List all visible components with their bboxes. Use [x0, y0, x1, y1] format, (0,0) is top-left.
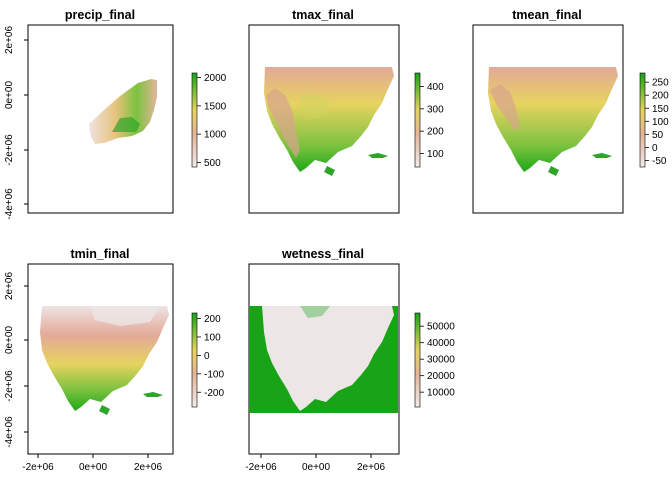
x-axis: -2e+06 0e+00 2e+06 — [22, 453, 163, 473]
y-axis: 2e+06 0e+00 -2e+06 -4e+06 — [4, 272, 29, 448]
legend-tick-label: -50 — [652, 156, 667, 167]
panel-title: tmax_final — [292, 8, 354, 22]
y-tick-label: 0e+00 — [4, 326, 15, 355]
legend-tick-label: 50 — [652, 130, 664, 141]
legend-tick-label: 100 — [652, 117, 669, 128]
x-tick-label: 2e+06 — [357, 462, 386, 473]
x-tick-label: 0e+00 — [79, 462, 108, 473]
x-tick-label: 2e+06 — [134, 462, 163, 473]
legend-tick-label: 250 — [652, 78, 669, 89]
legend-tick-label: 30000 — [427, 355, 455, 366]
y-axis: 2e+06 0e+00 -2e+06 -4e+06 — [4, 26, 29, 220]
legend-tick-label: 1000 — [204, 130, 227, 141]
legend-tick-label: 2000 — [204, 73, 227, 84]
raster-map-precip — [89, 79, 157, 144]
legend-tick-label: -100 — [204, 369, 224, 380]
y-tick-label: -4e+06 — [4, 188, 15, 220]
panel-tmax: tmax_final 400 300 200 100 — [248, 8, 444, 214]
legend-tmin: 200 100 0 -100 -200 — [191, 312, 224, 408]
legend-tick-label: 400 — [427, 82, 444, 93]
legend-tmax: 400 300 200 100 — [414, 72, 444, 168]
raster-map-tmean — [488, 67, 618, 176]
panel-tmin: tmin_final 2e+06 0e+00 -2e+06 -4e+06 -2e… — [4, 247, 224, 473]
legend-tick-label: 40000 — [427, 338, 455, 349]
panel-title: wetness_final — [281, 247, 364, 261]
y-tick-label: -2e+06 — [4, 134, 15, 166]
legend-tick-label: 0 — [652, 143, 658, 154]
legend-tick-label: 20000 — [427, 371, 455, 382]
colorbar — [414, 312, 421, 408]
legend-tick-label: 10000 — [427, 388, 455, 399]
legend-tick-label: 1500 — [204, 101, 227, 112]
y-tick-label: 2e+06 — [4, 26, 15, 55]
y-tick-label: 2e+06 — [4, 272, 15, 301]
legend-wetness: 50000 40000 30000 20000 10000 — [414, 312, 455, 408]
legend-tick-label: 0 — [204, 351, 210, 362]
raster-map-tmin — [40, 306, 169, 415]
x-tick-label: -2e+06 — [22, 462, 54, 473]
legend-precip: 2000 1500 1000 500 — [191, 72, 227, 169]
colorbar — [639, 72, 646, 168]
y-tick-label: -2e+06 — [4, 370, 15, 402]
x-tick-label: -2e+06 — [245, 462, 277, 473]
plot-frame — [472, 24, 624, 214]
colorbar — [191, 312, 198, 408]
panel-title: tmean_final — [512, 8, 581, 22]
panel-wetness: wetness_final -2e+06 0e+00 2e+06 50000 40… — [245, 247, 455, 473]
y-tick-label: 0e+00 — [4, 81, 15, 110]
panel-title: precip_final — [65, 8, 135, 22]
x-tick-label: 0e+00 — [302, 462, 331, 473]
legend-tick-label: 100 — [427, 149, 444, 160]
x-axis: -2e+06 0e+00 2e+06 — [245, 453, 386, 473]
legend-tick-label: 100 — [204, 332, 221, 343]
legend-tick-label: 500 — [204, 158, 221, 169]
plot-frame — [248, 24, 400, 214]
legend-tick-label: -200 — [204, 388, 224, 399]
raster-map-tmax — [264, 67, 394, 176]
colorbar — [414, 72, 421, 168]
legend-tick-label: 200 — [204, 314, 221, 325]
panel-precip: precip_final 2e+06 0e+00 -2e+06 -4e+06 2… — [4, 8, 227, 220]
y-tick-label: -4e+06 — [4, 416, 15, 448]
legend-tick-label: 150 — [652, 104, 669, 115]
legend-tick-label: 200 — [652, 91, 669, 102]
legend-tick-label: 200 — [427, 127, 444, 138]
legend-tmean: 250 200 150 100 50 0 -50 — [639, 72, 669, 168]
legend-tick-label: 50000 — [427, 322, 455, 333]
panel-title: tmin_final — [70, 247, 129, 261]
colorbar — [191, 72, 198, 168]
raster-map-wetness — [249, 306, 398, 413]
panel-tmean: tmean_final 250 200 150 100 50 0 -50 — [472, 8, 669, 214]
legend-tick-label: 300 — [427, 104, 444, 115]
